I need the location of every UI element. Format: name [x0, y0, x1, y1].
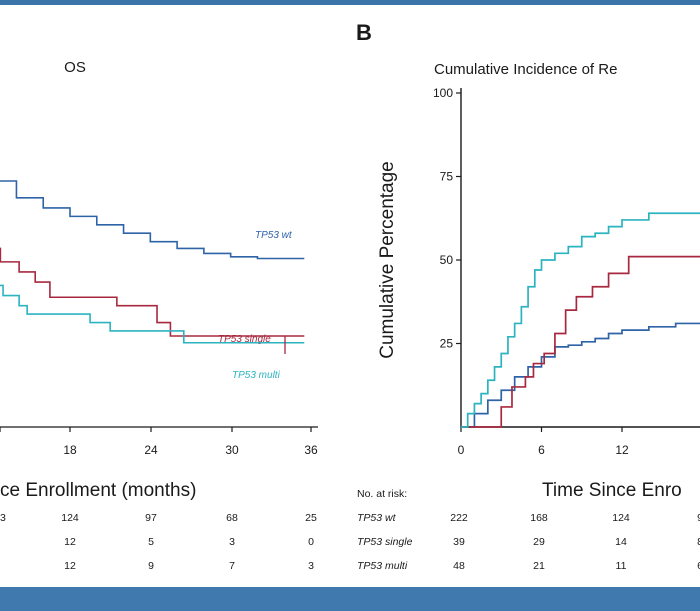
top-border-bar [0, 0, 700, 5]
ci-risk-row-label: TP53 single [357, 536, 413, 548]
bottom-border-bar [0, 587, 700, 611]
ci-risk-row-label: TP53 wt [357, 512, 397, 524]
ci-risk-value: 11 [616, 560, 627, 572]
ci-y-tick-label: 75 [440, 170, 454, 184]
os-title: OS [64, 59, 86, 76]
cumulative-incidence-chart: 100 75 50 25 0 6 12 TP53 wt 222 168 124 9 TP53 singl… [357, 86, 700, 572]
os-x-tick-label: 36 [304, 443, 318, 457]
ci-risk-value: 9 [697, 512, 700, 524]
no-at-risk-header: No. at risk: [357, 488, 407, 500]
os-series-line-multi [0, 284, 305, 344]
os-risk-value: 3 [308, 560, 314, 572]
ci-x-tick-label: 0 [458, 443, 465, 457]
os-x-tick-label: 30 [225, 443, 239, 457]
os-risk-value: 12 [64, 560, 76, 572]
os-risk-value: 7 [229, 560, 235, 572]
os-risk-value: 0 [308, 536, 314, 548]
cumulative-incidence-title: Cumulative Incidence of Re [434, 61, 617, 78]
ci-x-tick-label: 12 [615, 443, 629, 457]
ci-risk-value: 6 [697, 560, 700, 572]
ci-y-tick-label: 100 [433, 86, 453, 100]
ci-risk-value: 39 [453, 536, 465, 548]
ci-y-tick-label: 50 [440, 253, 454, 267]
os-risk-value: 68 [226, 512, 238, 524]
ci-risk-value: 168 [530, 512, 548, 524]
ci-risk-value: 21 [533, 560, 545, 572]
ci-series-line-multi [461, 212, 700, 428]
os-risk-value: 97 [145, 512, 157, 524]
os-risk-prefix: 3 [0, 512, 6, 524]
ci-risk-value: 8 [697, 536, 700, 548]
ci-y-tick-label: 25 [440, 337, 454, 351]
ci-series-line-wt [461, 322, 700, 428]
ci-risk-value: 29 [533, 536, 545, 548]
os-x-tick-label: 18 [63, 443, 77, 457]
os-risk-value: 124 [61, 512, 79, 524]
os-series-label-multi: TP53 multi [232, 370, 281, 381]
ci-risk-row-label: TP53 multi [357, 560, 408, 572]
os-x-axis-title: ce Enrollment (months) [0, 480, 196, 501]
panel-b-letter: B [356, 20, 372, 45]
ci-x-tick-label: 6 [538, 443, 545, 457]
os-series-line-wt [0, 180, 305, 260]
ci-risk-value: 48 [453, 560, 465, 572]
os-risk-value: 25 [305, 512, 317, 524]
os-x-tick-label: 24 [144, 443, 158, 457]
os-risk-value: 3 [229, 536, 235, 548]
os-series-label-wt: TP53 wt [255, 230, 293, 241]
ci-risk-value: 222 [450, 512, 468, 524]
os-risk-value: 9 [148, 560, 154, 572]
ci-risk-value: 124 [612, 512, 630, 524]
ci-x-axis-title: Time Since Enro [542, 480, 682, 501]
os-series-line-single [0, 247, 305, 337]
os-risk-value: 5 [148, 536, 154, 548]
ci-risk-value: 14 [615, 536, 627, 548]
os-series-label-single: TP53 single [218, 334, 271, 345]
os-risk-value: 12 [64, 536, 76, 548]
ci-series-line-single [461, 255, 700, 428]
ci-y-axis-title: Cumulative Percentage [377, 161, 398, 359]
